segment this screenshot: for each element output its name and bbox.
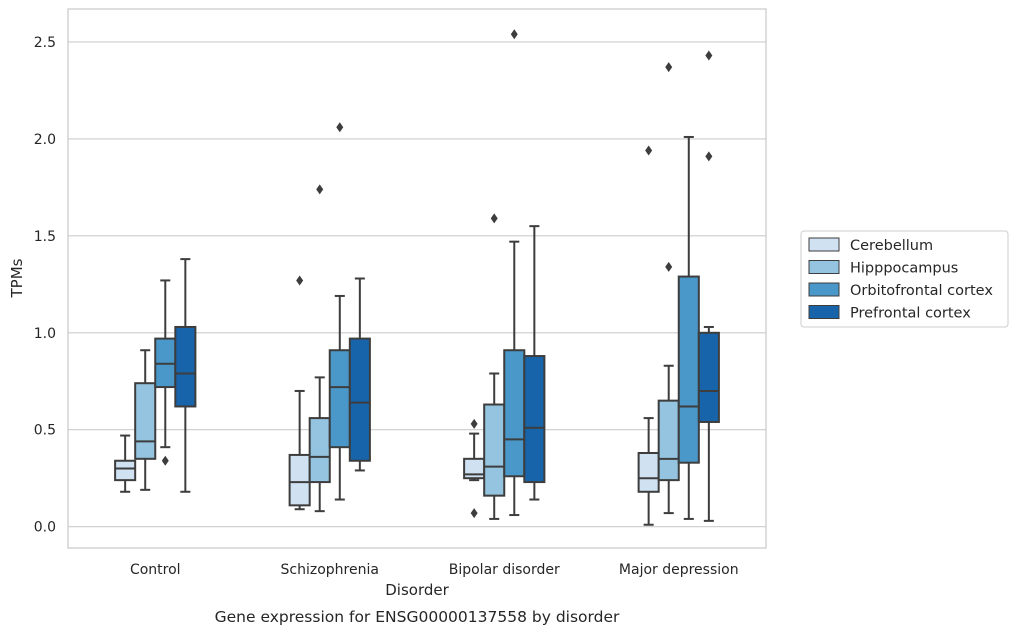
outlier-point xyxy=(161,455,169,466)
box-iqr xyxy=(328,349,351,449)
boxes xyxy=(114,29,720,526)
y-tick-label: 2.5 xyxy=(34,35,56,51)
legend-frame xyxy=(800,230,1009,328)
outlier-point xyxy=(645,145,653,156)
x-tick-label: Schizophrenia xyxy=(281,562,379,578)
box-0-2 xyxy=(463,418,486,519)
box-iqr xyxy=(503,349,526,478)
box-3-0 xyxy=(174,258,197,493)
box-iqr xyxy=(677,275,700,464)
box-3-3 xyxy=(697,50,720,522)
x-tick-label: Bipolar disorder xyxy=(449,562,560,578)
outlier-point xyxy=(665,261,673,272)
y-tick-label: 1.5 xyxy=(34,229,56,245)
box-iqr xyxy=(697,331,720,423)
box-0-3 xyxy=(637,145,660,526)
y-tick-label: 0.0 xyxy=(34,520,56,536)
legend-label: Prefrontal cortex xyxy=(850,306,971,322)
box-2-2 xyxy=(503,29,526,517)
y-axis-label: TPMs xyxy=(8,258,26,298)
outlier-point xyxy=(705,50,713,61)
x-tick-label: Major depression xyxy=(619,562,739,578)
outlier-point xyxy=(296,275,304,286)
box-iqr xyxy=(523,355,546,484)
box-1-2 xyxy=(483,213,506,520)
box-1-0 xyxy=(134,349,157,491)
box-iqr xyxy=(483,403,506,497)
legend-swatch xyxy=(808,237,840,252)
box-iqr xyxy=(134,382,157,460)
y-tick-label: 0.5 xyxy=(34,423,56,439)
legend-label: Hipppocampus xyxy=(850,261,958,277)
box-iqr xyxy=(348,337,371,462)
legend: Cerebellum Hipppocampus Orbitofrontal cort… xyxy=(800,230,1009,328)
plot-frame xyxy=(67,8,767,549)
box-iqr xyxy=(308,417,331,484)
box-2-0 xyxy=(154,279,177,466)
box-iqr xyxy=(657,399,680,482)
x-tick-labels: Control Schizophrenia Bipolar disorder Majo… xyxy=(130,562,739,578)
legend-label: Orbitofrontal cortex xyxy=(850,283,993,299)
outlier-point xyxy=(705,151,713,162)
chart-caption: Gene expression for ENSG00000137558 by d… xyxy=(215,608,620,626)
box-0-0 xyxy=(114,434,137,493)
box-1-1 xyxy=(308,184,331,513)
box-iqr xyxy=(288,453,311,507)
outlier-point xyxy=(316,184,324,195)
legend-swatch xyxy=(808,260,840,274)
legend-swatch xyxy=(808,305,840,319)
y-tick-label: 1.0 xyxy=(34,326,56,342)
legend-label: Cerebellum xyxy=(850,238,933,254)
y-tick-label: 2.0 xyxy=(34,132,56,148)
box-3-1 xyxy=(348,277,371,472)
box-3-2 xyxy=(523,225,546,501)
x-tick-label: Control xyxy=(130,562,181,578)
outlier-point xyxy=(336,122,344,133)
outlier-point xyxy=(665,62,673,73)
y-tick-labels: 0.0 0.5 1.0 1.5 2.0 2.5 xyxy=(34,35,56,536)
box-2-1 xyxy=(328,122,351,501)
box-2-3 xyxy=(677,135,700,520)
x-axis-label: Disorder xyxy=(385,581,449,599)
box-iqr xyxy=(174,325,197,408)
legend-swatch xyxy=(808,282,840,297)
outlier-point xyxy=(490,213,498,224)
outlier-point xyxy=(510,29,518,40)
box-iqr xyxy=(637,451,660,493)
outlier-point xyxy=(470,508,478,519)
box-0-1 xyxy=(288,275,311,511)
box-1-3 xyxy=(657,62,680,515)
outlier-point xyxy=(470,418,478,429)
box-iqr xyxy=(114,459,137,482)
